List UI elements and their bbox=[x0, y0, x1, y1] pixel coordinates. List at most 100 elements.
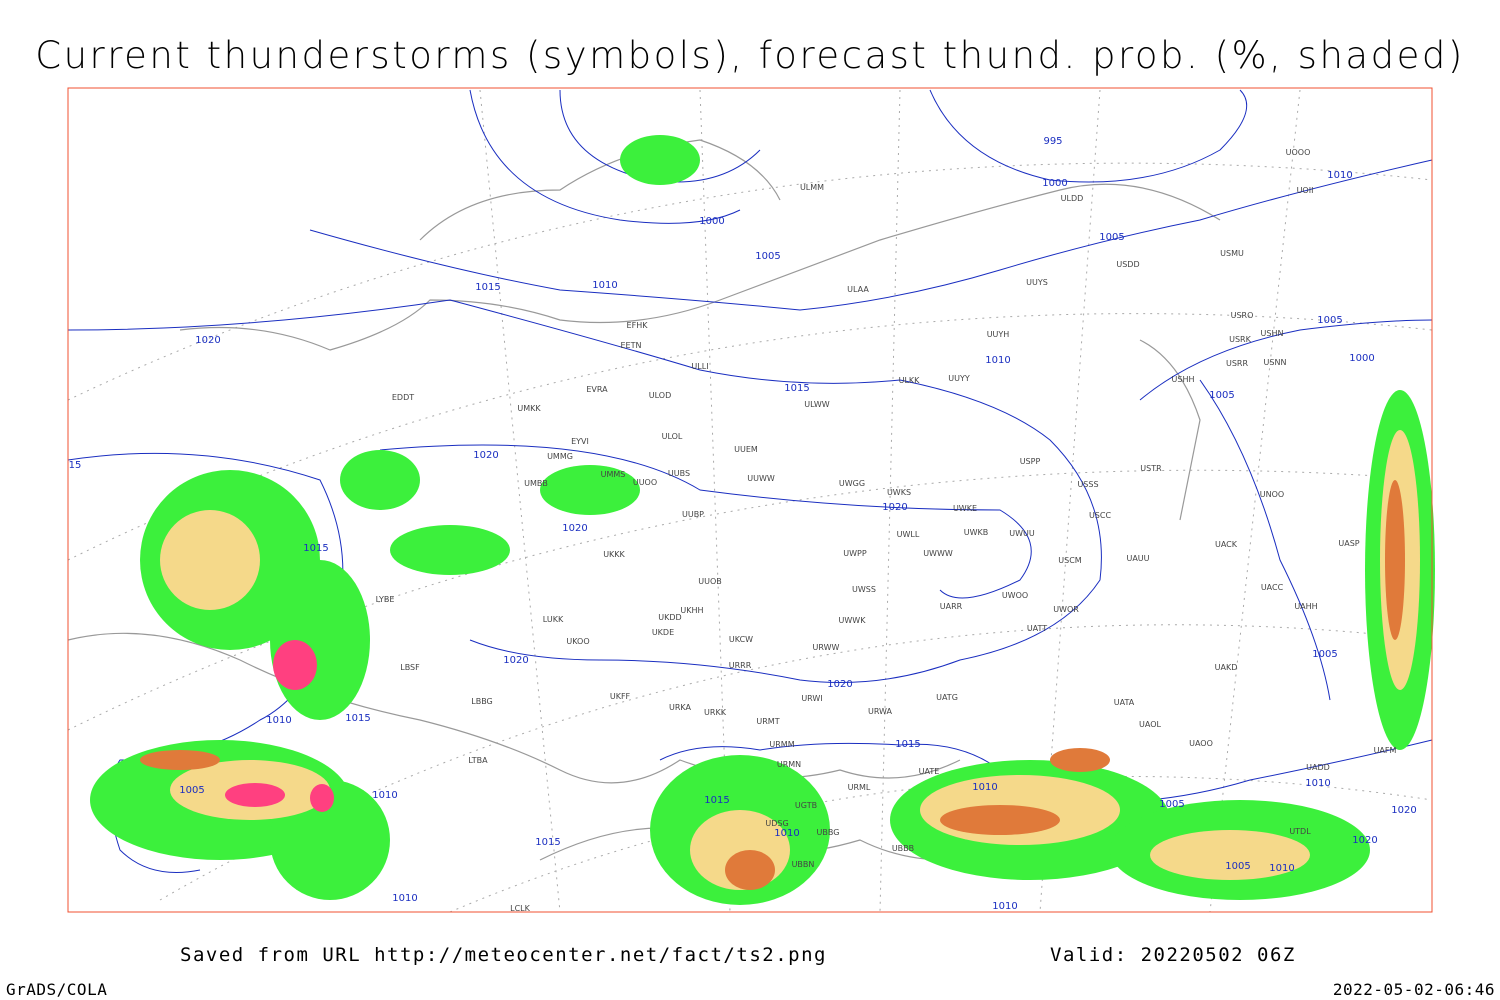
station-label: UAUU bbox=[1126, 554, 1149, 563]
station-label: URMT bbox=[756, 717, 779, 726]
station-label: UGTB bbox=[795, 801, 817, 810]
isobar-label: 1000 bbox=[699, 216, 724, 227]
station-label: USCM bbox=[1058, 556, 1082, 565]
station-label: EFHK bbox=[627, 321, 649, 330]
station-label: UKHH bbox=[680, 606, 703, 615]
isobar-label: 1020 bbox=[1391, 805, 1416, 816]
isobar-label: 1015 bbox=[535, 837, 560, 848]
station-label: ULOD bbox=[649, 391, 671, 400]
station-label: USMU bbox=[1220, 249, 1244, 258]
isobar-label: 1005 bbox=[755, 251, 780, 262]
isobar-label: 1005 bbox=[1099, 232, 1124, 243]
station-label: UUEM bbox=[734, 445, 758, 454]
station-label: EETN bbox=[621, 341, 642, 350]
station-label: UWOR bbox=[1053, 605, 1079, 614]
isobar-label: 1010 bbox=[266, 715, 291, 726]
station-label: UWGG bbox=[839, 479, 865, 488]
isobar-label: 1010 bbox=[992, 901, 1017, 912]
station-label: USCC bbox=[1089, 511, 1112, 520]
isobar-label: 1010 bbox=[972, 782, 997, 793]
isobar-label: 1015 bbox=[475, 282, 500, 293]
station-label: UATG bbox=[936, 693, 958, 702]
station-label: UUBS bbox=[668, 469, 690, 478]
station-label: UUBP bbox=[682, 510, 704, 519]
isobar-label: 1005 bbox=[179, 785, 204, 796]
station-label: UKDD bbox=[658, 613, 681, 622]
station-label: UUWW bbox=[747, 474, 775, 483]
isobar-label: 1010 bbox=[1269, 863, 1294, 874]
station-label: UWSS bbox=[852, 585, 876, 594]
station-label: USRK bbox=[1229, 335, 1251, 344]
isobar-label: 1005 bbox=[1209, 390, 1234, 401]
station-label: USRO bbox=[1231, 311, 1254, 320]
station-label: UUYH bbox=[987, 330, 1010, 339]
station-label: UAOL bbox=[1139, 720, 1161, 729]
station-label: UWUU bbox=[1009, 529, 1035, 538]
isobar-label: 1010 bbox=[1305, 778, 1330, 789]
station-label: USRR bbox=[1226, 359, 1248, 368]
isobar-label: 1015 bbox=[895, 739, 920, 750]
station-label: ULWW bbox=[804, 400, 829, 409]
station-label: EVRA bbox=[586, 385, 608, 394]
station-label: LTBA bbox=[468, 756, 488, 765]
station-label: URMM bbox=[769, 740, 794, 749]
station-label: UKCW bbox=[729, 635, 753, 644]
station-label: UUOB bbox=[698, 577, 722, 586]
station-labels: UOOO UOII ULDD ULMM USMU USDD UUYS ULAA USRO USRK… bbox=[376, 148, 1397, 913]
isobar-label: 1020 bbox=[503, 655, 528, 666]
station-label: ULAA bbox=[847, 285, 869, 294]
station-label: UBBB bbox=[892, 844, 914, 853]
station-label: URKA bbox=[669, 703, 692, 712]
isobar-label: 1015 bbox=[345, 713, 370, 724]
station-label: USDD bbox=[1116, 260, 1139, 269]
timestamp: 2022-05-02-06:46 bbox=[1333, 980, 1495, 999]
station-label: UOII bbox=[1297, 186, 1314, 195]
isobar-label: 1010 bbox=[774, 828, 799, 839]
station-label: UMKK bbox=[517, 404, 541, 413]
isobar-label: 1010 bbox=[985, 355, 1010, 366]
station-label: UAHH bbox=[1294, 602, 1317, 611]
station-label: UACK bbox=[1215, 540, 1238, 549]
isobar-label: 1015 bbox=[704, 795, 729, 806]
station-label: ULOL bbox=[662, 432, 683, 441]
station-label: ULMM bbox=[800, 183, 824, 192]
station-label: URML bbox=[848, 783, 871, 792]
station-label: UKKK bbox=[603, 550, 625, 559]
station-label: USNN bbox=[1264, 358, 1287, 367]
station-label: USTR bbox=[1140, 464, 1162, 473]
station-label: LYBE bbox=[376, 595, 395, 604]
station-label: ULDD bbox=[1061, 194, 1084, 203]
station-label: UACC bbox=[1261, 583, 1284, 592]
station-label: URRR bbox=[729, 661, 752, 670]
station-label: UATE bbox=[919, 767, 940, 776]
station-label: UWKE bbox=[953, 504, 977, 513]
station-label: USHN bbox=[1261, 329, 1284, 338]
isobar-label: 1020 bbox=[882, 502, 907, 513]
station-label: UWWW bbox=[923, 549, 953, 558]
station-label: UWKS bbox=[887, 488, 911, 497]
station-label: UARR bbox=[940, 602, 963, 611]
station-label: LCLK bbox=[510, 904, 531, 913]
isobar-label: 1015 bbox=[303, 543, 328, 554]
probability-shading bbox=[90, 135, 1435, 905]
station-label: LBBG bbox=[471, 697, 493, 706]
station-label: UWWK bbox=[839, 616, 867, 625]
station-label: UAKD bbox=[1215, 663, 1238, 672]
station-label: UWLL bbox=[897, 530, 920, 539]
station-label: ULKK bbox=[899, 376, 921, 385]
station-label: UUOO bbox=[633, 478, 657, 487]
station-label: USPP bbox=[1020, 457, 1041, 466]
station-label: UKFF bbox=[610, 692, 631, 701]
station-label: UBBG bbox=[817, 828, 840, 837]
station-label: UATA bbox=[1114, 698, 1135, 707]
station-label: UUYY bbox=[948, 374, 970, 383]
isobar-labels: 995 1000 1000 1005 1005 1010 1010 1015 1020 1010 1… bbox=[69, 136, 1417, 912]
title: Current thunderstorms (symbols), forecas… bbox=[35, 34, 1465, 77]
station-label: URKK bbox=[704, 708, 727, 717]
station-label: LBSF bbox=[400, 663, 420, 672]
station-label: UADD bbox=[1306, 763, 1330, 772]
isobar-label: 1010 bbox=[592, 280, 617, 291]
isobar-label: 995 bbox=[1043, 136, 1062, 147]
isobar-label: 1020 bbox=[195, 335, 220, 346]
isobar-label: 1020 bbox=[473, 450, 498, 461]
